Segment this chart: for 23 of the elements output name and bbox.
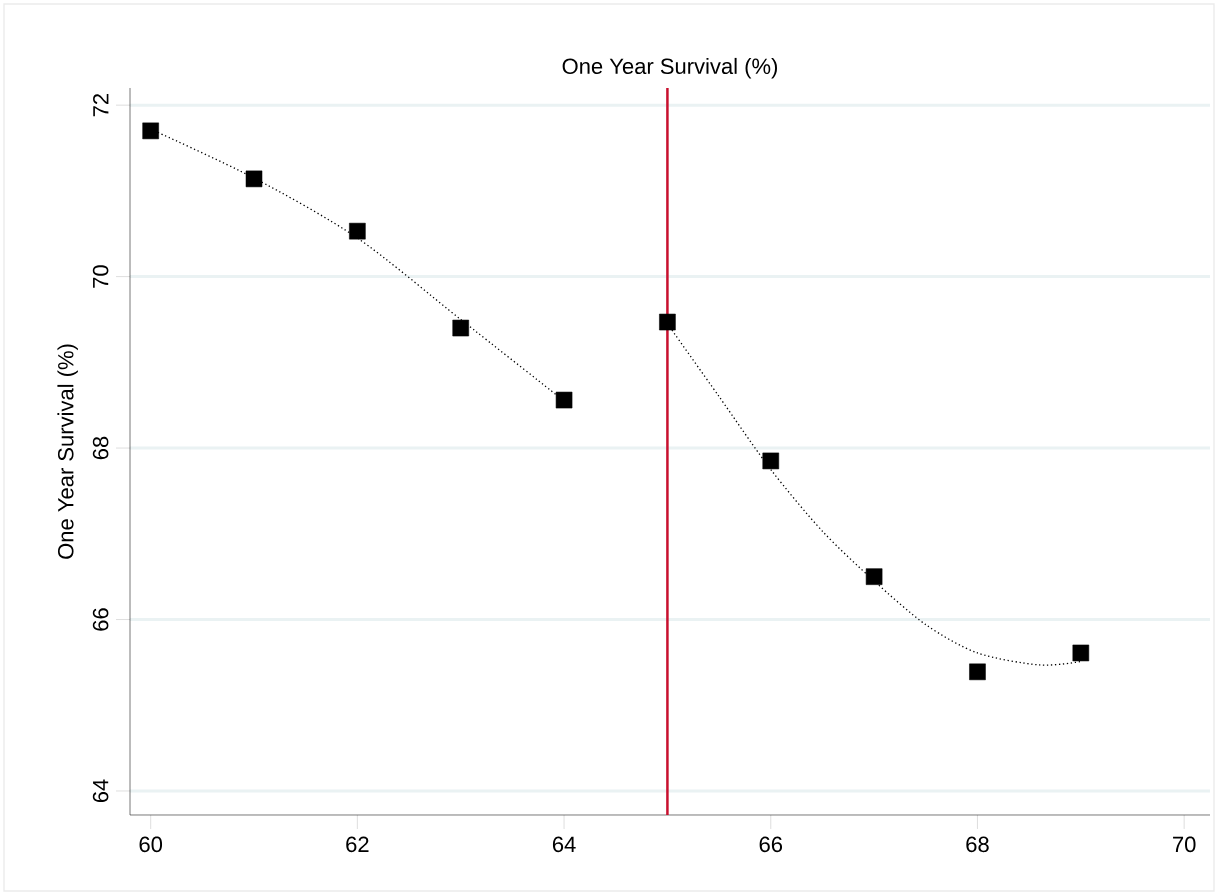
point [762, 452, 780, 470]
x-tick-label: 66 [759, 836, 783, 853]
point [555, 391, 573, 409]
y-axis-title: One Year Survival (%) [57, 344, 78, 559]
x-tick-label: 60 [139, 836, 163, 853]
y-tick-label: 70 [92, 265, 109, 288]
y-tick-label: 64 [92, 779, 109, 803]
x-tick-label: 62 [346, 836, 369, 853]
point [969, 663, 986, 681]
x-tick-label: 68 [966, 836, 989, 853]
y-tick-label: 68 [92, 436, 109, 460]
point [659, 313, 676, 331]
point [142, 122, 159, 140]
chart-title: One Year Survival (%) [562, 57, 778, 79]
y-tick-label: 66 [92, 608, 109, 631]
point [1072, 644, 1090, 662]
point [452, 319, 469, 337]
x-tick-label: 70 [1173, 836, 1196, 853]
x-tick-label: 64 [552, 836, 576, 853]
point [865, 568, 883, 585]
point [245, 170, 263, 188]
y-tick-label: 72 [93, 94, 109, 117]
point [349, 222, 366, 240]
